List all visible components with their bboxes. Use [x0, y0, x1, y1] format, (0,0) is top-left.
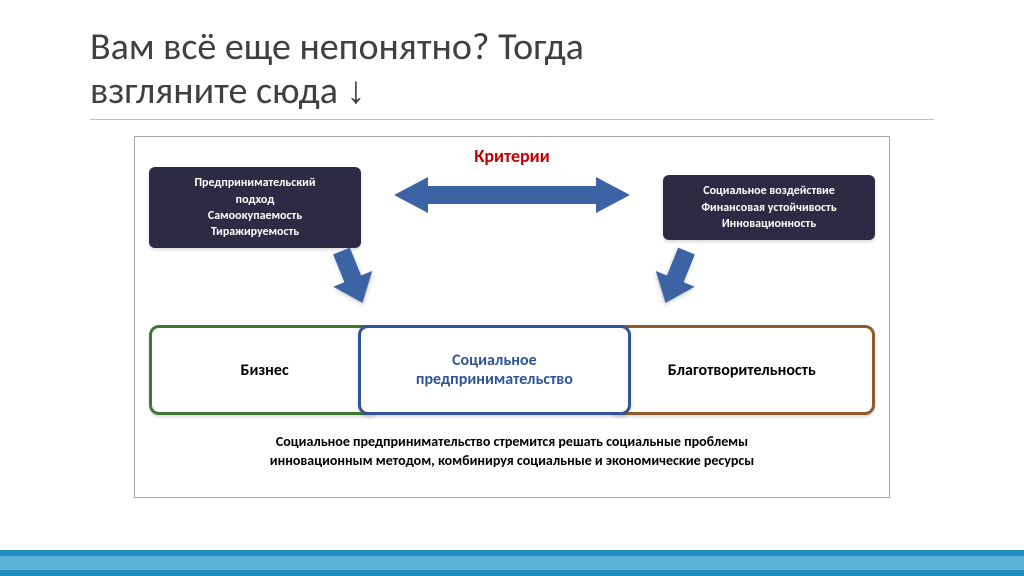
down-arrow-right-icon	[646, 244, 706, 312]
criteria-row: Предпринимательский подход Самоокупаемос…	[149, 167, 875, 248]
slide-title: Вам всё еще непонятно? Тогда взгляните с…	[90, 26, 934, 120]
criteria-left-l3: Самоокупаемость	[208, 209, 302, 223]
domain-social-label: Социальное предпринимательство	[416, 351, 573, 389]
criteria-left-l1: Предпринимательский	[194, 176, 315, 190]
domain-box-social-entrepreneurship: Социальное предпринимательство	[358, 325, 630, 415]
arrow-down-glyph: ↓	[346, 70, 365, 112]
domain-charity-label: Благотворительность	[668, 361, 816, 380]
footer-bar-inner	[0, 556, 1024, 570]
criteria-box-left: Предпринимательский подход Самоокупаемос…	[149, 167, 361, 248]
domain-box-charity: Благотворительность	[609, 325, 875, 415]
criteria-left-l4: Тиражируемость	[211, 225, 299, 239]
criteria-right-l1: Социальное воздействие	[703, 184, 835, 198]
domain-social-l2: предпринимательство	[416, 370, 573, 389]
criteria-label-text: Критерии	[474, 145, 549, 167]
diagram-caption: Социальное предпринимательство стремится…	[149, 433, 875, 471]
criteria-box-right: Социальное воздействие Финансовая устойч…	[663, 175, 875, 240]
slide: Вам всё еще непонятно? Тогда взгляните с…	[0, 0, 1024, 576]
domain-boxes-row: Бизнес Социальное предпринимательство Бл…	[149, 325, 875, 415]
criteria-right-l2: Финансовая устойчивость	[701, 201, 836, 215]
title-line2-prefix: взгляните сюда	[90, 68, 346, 114]
criteria-left-l2: подход	[236, 193, 275, 207]
domain-box-business: Бизнес	[149, 325, 380, 415]
caption-l1: Социальное предпринимательство стремится…	[276, 433, 748, 450]
diagram-container: Критерии Предпринимательский подход Само…	[134, 136, 890, 498]
criteria-right-l3: Инновационность	[722, 217, 816, 231]
down-arrow-left-icon	[322, 244, 382, 312]
footer-bar	[0, 550, 1024, 576]
bidirectional-arrow-icon	[394, 175, 630, 215]
criteria-label: Критерии	[135, 145, 889, 167]
caption-l2: инновационным методом, комбинируя социал…	[270, 452, 754, 469]
domain-social-l1: Социальное	[452, 351, 537, 370]
title-line1: Вам всё еще непонятно? Тогда	[90, 24, 584, 70]
domain-business-label: Бизнес	[241, 361, 289, 380]
